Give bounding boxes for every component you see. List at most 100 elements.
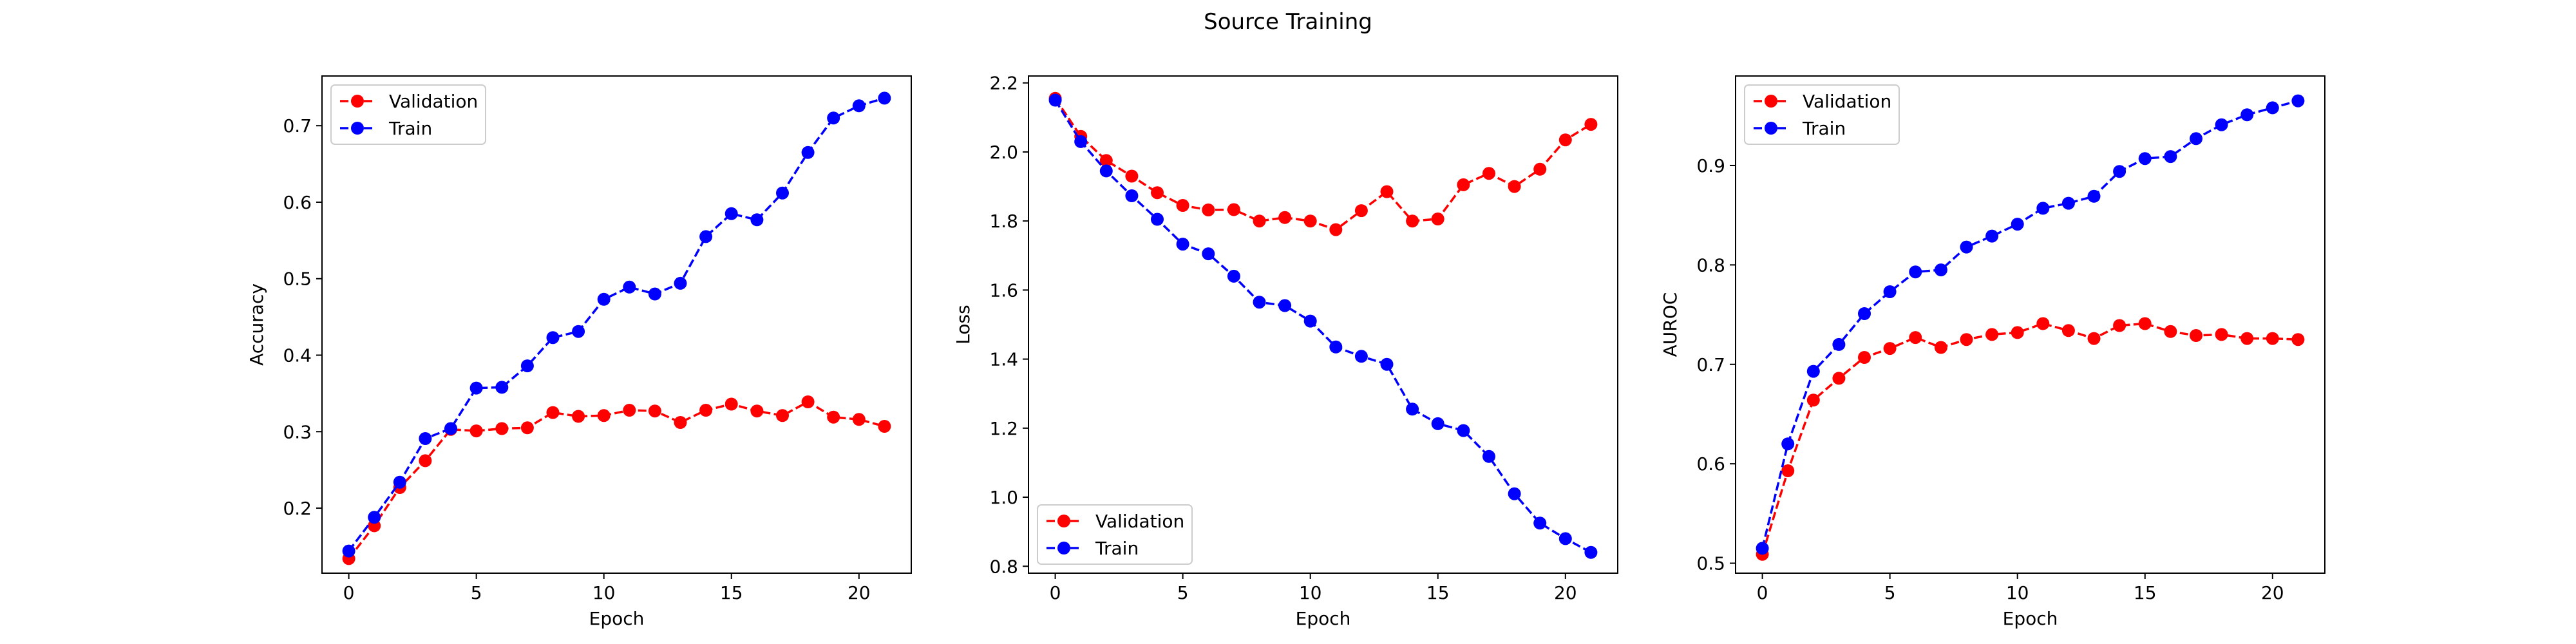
data-point xyxy=(1781,437,1795,451)
data-point xyxy=(2291,94,2305,108)
data-point xyxy=(469,381,483,395)
x-tick-label: 0 xyxy=(1757,582,1768,603)
data-point xyxy=(546,406,560,419)
data-point xyxy=(1558,532,1572,545)
data-point xyxy=(1508,487,1521,500)
data-point xyxy=(827,111,840,125)
data-point xyxy=(1202,247,1215,261)
legend-label: Validation xyxy=(1803,91,1891,112)
y-tick-label: 0.6 xyxy=(283,192,312,213)
axes-frame xyxy=(321,75,912,574)
data-point xyxy=(1934,263,1947,277)
data-point xyxy=(572,325,585,338)
data-point xyxy=(393,475,406,489)
y-tick-label: 0.5 xyxy=(283,269,312,290)
data-point xyxy=(1253,296,1266,309)
data-point xyxy=(1781,464,1795,477)
data-point xyxy=(2061,196,2075,210)
data-point xyxy=(776,186,789,200)
data-point xyxy=(2087,332,2101,345)
data-point xyxy=(1858,351,1871,364)
data-point xyxy=(2061,324,2075,337)
data-point xyxy=(1406,402,1419,416)
data-point xyxy=(2138,317,2152,330)
x-tick-label: 20 xyxy=(848,582,871,603)
data-point xyxy=(623,404,636,417)
series-train xyxy=(342,91,891,558)
legend: Validation Train xyxy=(1744,84,1900,145)
data-point xyxy=(648,287,661,301)
x-tick-label: 15 xyxy=(2134,582,2157,603)
y-tick-label: 0.9 xyxy=(1696,155,1725,176)
data-point xyxy=(878,420,891,433)
figure-title: Source Training xyxy=(1204,9,1372,35)
data-point xyxy=(1934,341,1947,354)
series-validation xyxy=(342,395,891,565)
y-tick-label: 0.8 xyxy=(1696,254,1725,276)
data-point xyxy=(801,395,815,408)
series-line-validation xyxy=(348,400,885,560)
data-point xyxy=(1909,331,1922,345)
x-tick-label: 10 xyxy=(2006,582,2029,603)
data-point xyxy=(2164,150,2177,164)
x-tick-label: 15 xyxy=(1426,582,1450,603)
x-axis-label: Epoch xyxy=(1296,608,1351,629)
data-point xyxy=(1303,314,1317,328)
data-point xyxy=(1558,133,1572,147)
data-point xyxy=(1431,417,1444,430)
y-tick-label: 0.3 xyxy=(283,421,312,442)
legend-marker xyxy=(1057,542,1070,554)
y-axis-label: Loss xyxy=(952,305,974,344)
data-point xyxy=(1533,516,1547,530)
data-point xyxy=(776,409,789,422)
data-point xyxy=(1909,265,1922,279)
data-point xyxy=(1482,167,1495,180)
data-point xyxy=(1584,545,1598,559)
x-axis-label: Epoch xyxy=(2003,608,2058,629)
data-point xyxy=(750,213,764,227)
data-point xyxy=(1380,185,1394,198)
data-point xyxy=(368,511,381,524)
data-point xyxy=(1883,285,1897,298)
data-point xyxy=(724,207,738,220)
data-point xyxy=(1985,229,1999,243)
data-point xyxy=(2113,165,2126,178)
x-tick-label: 20 xyxy=(1554,582,1577,603)
data-point xyxy=(1756,542,1769,555)
legend-box xyxy=(1037,504,1193,565)
data-point xyxy=(878,91,891,105)
data-point xyxy=(1406,214,1419,228)
y-tick-label: 1.6 xyxy=(989,279,1018,301)
y-axis-label: AUROC xyxy=(1660,292,1681,357)
data-point xyxy=(699,230,713,243)
legend-label: Train xyxy=(1802,118,1846,139)
data-point xyxy=(2011,218,2024,231)
series-validation xyxy=(1756,317,2305,561)
legend-box xyxy=(1744,84,1900,145)
data-point xyxy=(724,397,738,411)
data-point xyxy=(2215,328,2228,341)
legend: Validation Train xyxy=(330,84,486,145)
data-point xyxy=(1099,154,1113,167)
y-axis-label: Accuracy xyxy=(246,283,267,366)
series-line-train xyxy=(1054,99,1592,554)
data-point xyxy=(2190,329,2202,342)
series-line-validation xyxy=(1054,97,1592,231)
legend-label: Train xyxy=(1095,538,1139,559)
legend-marker xyxy=(1765,95,1777,108)
data-point xyxy=(1176,238,1189,251)
data-point xyxy=(1482,450,1495,463)
data-point xyxy=(674,416,687,429)
y-tick-label: 0.7 xyxy=(1696,354,1725,375)
data-point xyxy=(1354,204,1368,218)
data-point xyxy=(1151,186,1164,200)
series-line-train xyxy=(348,97,885,552)
legend-marker xyxy=(1057,515,1070,527)
data-point xyxy=(852,413,866,426)
data-point xyxy=(1508,180,1521,193)
y-tick-label: 1.2 xyxy=(989,418,1018,439)
data-point xyxy=(2190,132,2202,146)
data-point xyxy=(1533,162,1547,176)
data-point xyxy=(1125,189,1139,202)
series-line-train xyxy=(1761,99,2298,549)
